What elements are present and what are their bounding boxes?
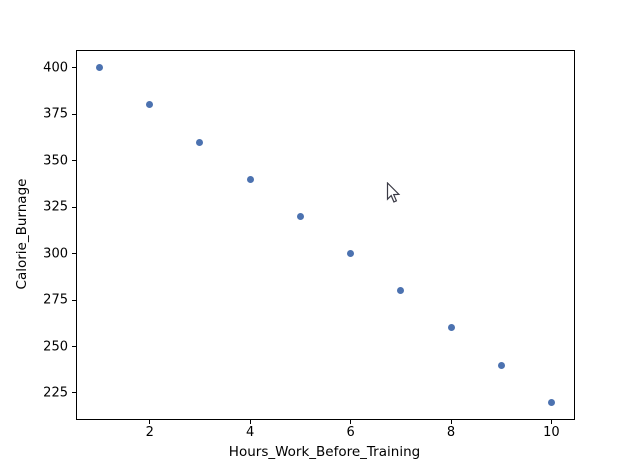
x-tick-mark <box>550 420 552 424</box>
data-point <box>96 64 104 72</box>
x-tick-label: 6 <box>346 425 355 440</box>
x-tick-mark <box>249 420 251 424</box>
y-tick-label: 225 <box>43 385 68 401</box>
y-axis-label: Calorie_Burnage <box>14 178 30 290</box>
y-tick-mark <box>72 160 76 162</box>
data-point <box>447 324 455 332</box>
x-tick-mark <box>149 420 151 424</box>
y-tick-mark <box>72 346 76 347</box>
x-tick-label: 10 <box>543 425 560 440</box>
y-tick-mark <box>72 113 76 115</box>
data-point <box>347 250 355 258</box>
data-point <box>246 175 254 183</box>
x-tick-mark <box>450 420 452 424</box>
x-tick-label: 8 <box>446 425 456 440</box>
y-tick-mark <box>72 206 76 208</box>
y-tick-mark <box>72 67 76 69</box>
y-tick-label: 250 <box>43 339 68 354</box>
y-tick-label: 375 <box>43 106 68 122</box>
plot-area: 2 4 6 8 10 225 250 275 300 325 350 375 400 <box>43 50 575 439</box>
y-tick-label: 275 <box>43 292 68 308</box>
data-point <box>497 361 505 369</box>
y-tick-mark <box>72 299 76 301</box>
y-tick-mark <box>72 253 76 255</box>
y-tick-label: 300 <box>43 246 68 262</box>
y-tick-label: 325 <box>43 199 68 215</box>
data-point <box>296 212 304 220</box>
data-point <box>397 287 405 295</box>
y-tick-mark <box>72 392 76 394</box>
data-point <box>146 101 154 109</box>
x-tick-mark <box>350 420 352 424</box>
y-tick-label: 350 <box>43 153 68 169</box>
data-point <box>196 138 204 146</box>
x-axis-label: Hours_Work_Before_Training <box>228 444 421 460</box>
x-tick-label: 2 <box>145 425 154 440</box>
y-tick-label: 400 <box>43 60 68 76</box>
data-point <box>547 398 555 406</box>
x-tick-label: 4 <box>246 425 255 440</box>
